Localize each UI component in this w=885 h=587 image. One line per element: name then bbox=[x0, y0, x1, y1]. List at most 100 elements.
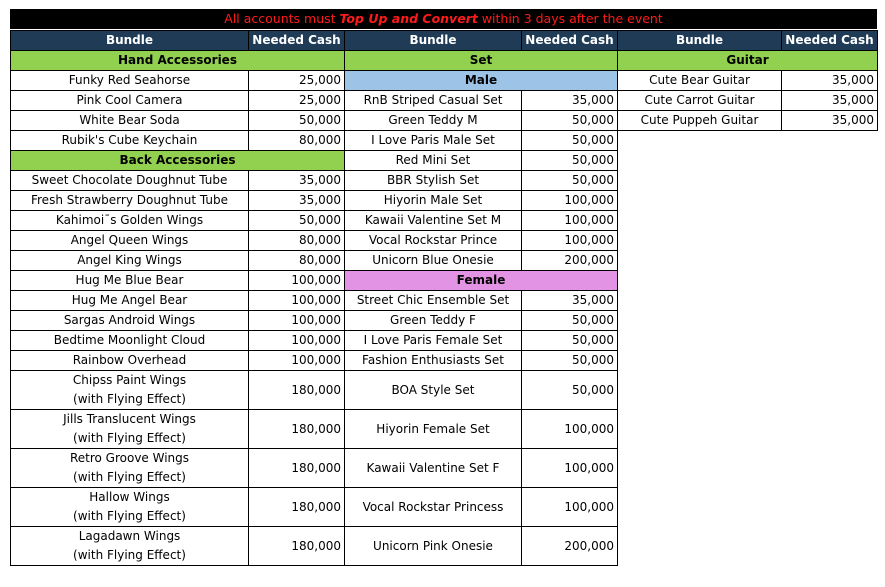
bundle-name: Hiyorin Male Set bbox=[344, 190, 522, 211]
banner-emphasis: Top Up and Convert bbox=[339, 11, 478, 26]
table-row: Fashion Enthusiasts Set 50,000 bbox=[344, 350, 618, 371]
table-row: Kahimoi¯s Golden Wings 50,000 bbox=[10, 210, 345, 231]
bundle-cash: 50,000 bbox=[521, 110, 618, 131]
needed-cash-header: Needed Cash bbox=[781, 30, 878, 51]
bundle-name-sub: (with Flying Effect) bbox=[73, 392, 186, 406]
bundle-name-sub: (with Flying Effect) bbox=[73, 470, 186, 484]
bundle-name: Fashion Enthusiasts Set bbox=[344, 350, 522, 371]
bundle-name: Hug Me Angel Bear bbox=[10, 290, 249, 311]
table-row: Sweet Chocolate Doughnut Tube 35,000 bbox=[10, 170, 345, 191]
table-row: Funky Red Seahorse 25,000 bbox=[10, 70, 345, 91]
table-row: Cute Carrot Guitar 35,000 bbox=[617, 90, 878, 111]
table-row: BBR Stylish Set 50,000 bbox=[344, 170, 618, 191]
bundle-cash: 100,000 bbox=[248, 350, 345, 371]
table-row: Street Chic Ensemble Set 35,000 bbox=[344, 290, 618, 311]
bundle-name: Angel Queen Wings bbox=[10, 230, 249, 251]
bundle-header: Bundle bbox=[344, 30, 522, 51]
guitar-title: Guitar bbox=[617, 50, 878, 71]
table-row: Pink Cool Camera 25,000 bbox=[10, 90, 345, 111]
bundle-name: White Bear Soda bbox=[10, 110, 249, 131]
bundle-name: Kahimoi¯s Golden Wings bbox=[10, 210, 249, 231]
bundle-cash: 50,000 bbox=[521, 310, 618, 331]
table-row: Green Teddy M 50,000 bbox=[344, 110, 618, 131]
table-row: Vocal Rockstar Princess 100,000 bbox=[344, 487, 618, 527]
table-row: Chipss Paint Wings (with Flying Effect) 18… bbox=[10, 370, 345, 410]
table-row: Kawaii Valentine Set F 100,000 bbox=[344, 448, 618, 488]
table-row: Sargas Android Wings 100,000 bbox=[10, 310, 345, 331]
bundle-name: Unicorn Blue Onesie bbox=[344, 250, 522, 271]
bundle-cash: 50,000 bbox=[521, 370, 618, 410]
banner-prefix: All accounts must bbox=[224, 11, 340, 26]
bundle-name: Chipss Paint Wings (with Flying Effect) bbox=[10, 370, 249, 410]
male-title: Male bbox=[344, 70, 618, 91]
back-accessories-title: Back Accessories bbox=[10, 150, 345, 171]
bundle-name: Green Teddy M bbox=[344, 110, 522, 131]
bundle-name: Pink Cool Camera bbox=[10, 90, 249, 111]
bundle-cash: 200,000 bbox=[521, 250, 618, 271]
bundle-name: Bedtime Moonlight Cloud bbox=[10, 330, 249, 351]
bundle-cash: 35,000 bbox=[248, 170, 345, 191]
bundle-cash: 100,000 bbox=[248, 310, 345, 331]
table-row: Bedtime Moonlight Cloud 100,000 bbox=[10, 330, 345, 351]
bundle-cash: 35,000 bbox=[781, 110, 878, 131]
bundle-name: BOA Style Set bbox=[344, 370, 522, 410]
table-row: Red Mini Set 50,000 bbox=[344, 150, 618, 171]
bundle-cash: 80,000 bbox=[248, 230, 345, 251]
bundle-cash: 180,000 bbox=[248, 526, 345, 566]
bundle-cash: 100,000 bbox=[248, 290, 345, 311]
bundle-name-line: Lagadawn Wings bbox=[78, 529, 181, 543]
table-row: Rubik's Cube Keychain 80,000 bbox=[10, 130, 345, 151]
bundle-name: Funky Red Seahorse bbox=[10, 70, 249, 91]
bundle-cash: 100,000 bbox=[521, 210, 618, 231]
bundle-name-sub: (with Flying Effect) bbox=[73, 431, 186, 445]
bundle-cash: 100,000 bbox=[248, 270, 345, 291]
bundle-name-line: Hallow Wings bbox=[89, 490, 170, 504]
bundle-cash: 25,000 bbox=[248, 70, 345, 91]
bundle-header: Bundle bbox=[617, 30, 782, 51]
banner-suffix: within 3 days after the event bbox=[477, 11, 663, 26]
accessories-table: Bundle Needed Cash Hand Accessories Funk… bbox=[10, 30, 345, 566]
bundle-name: Retro Groove Wings (with Flying Effect) bbox=[10, 448, 249, 488]
bundle-cash: 50,000 bbox=[521, 350, 618, 371]
bundle-cash: 35,000 bbox=[521, 90, 618, 111]
table-row: Jills Translucent Wings (with Flying Effe… bbox=[10, 409, 345, 449]
bundle-cash: 50,000 bbox=[248, 210, 345, 231]
bundle-cash: 50,000 bbox=[521, 150, 618, 171]
bundle-name: Cute Puppeh Guitar bbox=[617, 110, 782, 131]
bundle-cash: 100,000 bbox=[248, 330, 345, 351]
bundle-name: Unicorn Pink Onesie bbox=[344, 526, 522, 566]
bundle-cash: 180,000 bbox=[248, 448, 345, 488]
table-row: White Bear Soda 50,000 bbox=[10, 110, 345, 131]
table-row: Hug Me Angel Bear 100,000 bbox=[10, 290, 345, 311]
bundle-cash: 50,000 bbox=[521, 130, 618, 151]
bundle-name: Sargas Android Wings bbox=[10, 310, 249, 331]
table-row: Rainbow Overhead 100,000 bbox=[10, 350, 345, 371]
table-row: Hug Me Blue Bear 100,000 bbox=[10, 270, 345, 291]
bundle-cash: 35,000 bbox=[521, 290, 618, 311]
bundle-header: Bundle bbox=[10, 30, 249, 51]
bundle-name: Sweet Chocolate Doughnut Tube bbox=[10, 170, 249, 191]
bundle-cash: 100,000 bbox=[521, 230, 618, 251]
bundle-cash: 100,000 bbox=[521, 448, 618, 488]
table-row: Cute Puppeh Guitar 35,000 bbox=[617, 110, 878, 131]
bundle-cash: 80,000 bbox=[248, 130, 345, 151]
bundle-cash: 180,000 bbox=[248, 409, 345, 449]
needed-cash-header: Needed Cash bbox=[521, 30, 618, 51]
table-row: I Love Paris Male Set 50,000 bbox=[344, 130, 618, 151]
table-row: Hiyorin Male Set 100,000 bbox=[344, 190, 618, 211]
needed-cash-header: Needed Cash bbox=[248, 30, 345, 51]
bundle-cash: 25,000 bbox=[248, 90, 345, 111]
bundle-name: Fresh Strawberry Doughnut Tube bbox=[10, 190, 249, 211]
hand-accessories-title: Hand Accessories bbox=[10, 50, 345, 71]
bundle-name: Hug Me Blue Bear bbox=[10, 270, 249, 291]
bundle-name-line: Jills Translucent Wings bbox=[63, 412, 196, 426]
bundle-cash: 35,000 bbox=[781, 70, 878, 91]
table-row: Kawaii Valentine Set M 100,000 bbox=[344, 210, 618, 231]
bundle-cash: 100,000 bbox=[521, 190, 618, 211]
event-banner: All accounts must Top Up and Convert wit… bbox=[10, 9, 877, 29]
bundle-name-sub: (with Flying Effect) bbox=[73, 548, 186, 562]
bundle-name: Street Chic Ensemble Set bbox=[344, 290, 522, 311]
bundle-cash: 200,000 bbox=[521, 526, 618, 566]
bundle-cash: 50,000 bbox=[248, 110, 345, 131]
bundle-name: Lagadawn Wings (with Flying Effect) bbox=[10, 526, 249, 566]
